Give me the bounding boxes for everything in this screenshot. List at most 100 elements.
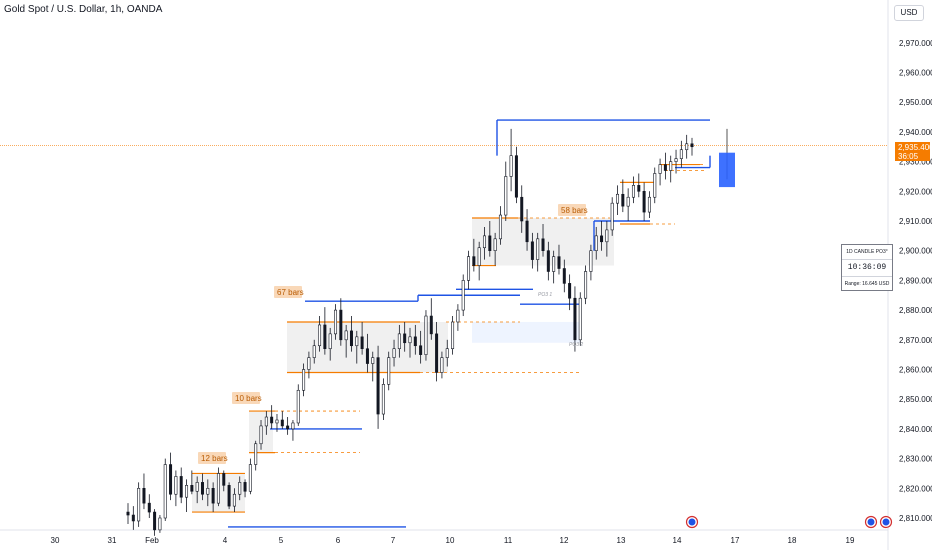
candle-body bbox=[642, 191, 646, 213]
candle bbox=[589, 244, 593, 281]
x-tick-label: 10 bbox=[446, 536, 455, 545]
candle-body bbox=[334, 309, 338, 335]
candle-body bbox=[451, 321, 455, 350]
candle-body bbox=[387, 357, 391, 385]
event-icon-center bbox=[882, 518, 890, 526]
candle-body bbox=[498, 214, 502, 240]
candle bbox=[498, 206, 502, 245]
candle bbox=[514, 146, 518, 204]
candle-body bbox=[546, 250, 550, 272]
panel-range: Range: 16.645 USD bbox=[844, 281, 890, 287]
candle-body bbox=[397, 333, 401, 350]
candle bbox=[195, 476, 199, 504]
candle bbox=[658, 158, 662, 186]
zone-box bbox=[472, 321, 580, 343]
candle-body bbox=[429, 315, 433, 335]
candle bbox=[541, 223, 545, 257]
candle bbox=[467, 250, 471, 290]
candle bbox=[573, 286, 577, 352]
candle bbox=[631, 176, 635, 204]
candle bbox=[349, 316, 353, 352]
candle bbox=[147, 494, 151, 518]
candle bbox=[493, 232, 497, 266]
y-tick-label: 2,820.000 bbox=[899, 484, 932, 493]
candle bbox=[647, 191, 651, 219]
candle bbox=[179, 467, 183, 504]
x-tick-label: 19 bbox=[846, 536, 855, 545]
daily-candle-body bbox=[719, 152, 735, 188]
currency-button[interactable]: USD bbox=[894, 5, 924, 21]
candle bbox=[137, 482, 141, 527]
x-tick-label: 11 bbox=[504, 536, 513, 545]
candle-body bbox=[264, 416, 268, 427]
candle bbox=[312, 339, 316, 364]
candle-body bbox=[658, 164, 662, 174]
candle-body bbox=[616, 193, 620, 204]
candle-body bbox=[137, 487, 141, 522]
candle bbox=[232, 488, 236, 513]
candle bbox=[365, 333, 369, 373]
candle-body bbox=[163, 464, 167, 519]
candle bbox=[690, 137, 694, 156]
candle bbox=[131, 506, 135, 530]
x-tick-label: 7 bbox=[391, 536, 396, 545]
y-tick-label: 2,850.000 bbox=[899, 395, 932, 404]
us-flag-event-icon bbox=[864, 515, 878, 529]
candle bbox=[663, 152, 667, 180]
x-tick-label: 6 bbox=[336, 536, 341, 545]
candle-body bbox=[674, 158, 678, 162]
candle-body bbox=[200, 482, 204, 495]
candle bbox=[206, 479, 210, 507]
candle bbox=[509, 128, 513, 192]
candle-body bbox=[238, 482, 242, 495]
candle bbox=[307, 351, 311, 379]
annotation-bg bbox=[274, 286, 302, 298]
candle-body bbox=[403, 333, 407, 344]
candle bbox=[286, 417, 290, 435]
candle-body bbox=[339, 309, 343, 341]
candle-body bbox=[445, 348, 449, 358]
candle bbox=[200, 473, 204, 501]
candle bbox=[594, 226, 598, 260]
candle-body bbox=[216, 473, 220, 504]
candle bbox=[238, 476, 242, 501]
candle bbox=[296, 384, 300, 426]
candle bbox=[440, 351, 444, 379]
candle-body bbox=[381, 384, 385, 415]
candle bbox=[621, 179, 625, 213]
candle-body bbox=[307, 357, 311, 370]
candle-body bbox=[211, 487, 215, 504]
candle bbox=[360, 321, 364, 355]
candle-body bbox=[647, 196, 651, 213]
event-icon-center bbox=[867, 518, 875, 526]
candle bbox=[243, 479, 247, 498]
candle-body bbox=[179, 476, 183, 498]
candle-body bbox=[147, 502, 151, 513]
candle-body bbox=[467, 256, 471, 281]
candle bbox=[653, 167, 657, 204]
y-tick-label: 2,860.000 bbox=[899, 366, 932, 375]
candle bbox=[435, 321, 439, 382]
candle-body bbox=[153, 511, 157, 531]
candle-body bbox=[690, 143, 694, 148]
candle-body bbox=[440, 357, 444, 373]
y-tick-label: 2,900.000 bbox=[899, 247, 932, 256]
candle bbox=[461, 274, 465, 317]
us-flag-event-icon bbox=[879, 515, 893, 529]
candle bbox=[254, 440, 258, 471]
candle bbox=[158, 515, 162, 533]
candle-body bbox=[190, 485, 194, 492]
candle-body bbox=[424, 315, 428, 355]
candle bbox=[185, 479, 189, 513]
candle bbox=[642, 182, 646, 221]
candle-body bbox=[355, 336, 359, 347]
bars-annotation: 10 bars bbox=[235, 394, 262, 403]
candle-body bbox=[413, 336, 417, 347]
candle bbox=[456, 304, 460, 331]
candle bbox=[424, 310, 428, 361]
candle-body bbox=[637, 185, 641, 192]
y-tick-label: 2,870.000 bbox=[899, 336, 932, 345]
candle-body bbox=[477, 247, 481, 266]
current-price-label: 2,935.400 36:05 bbox=[895, 142, 932, 161]
